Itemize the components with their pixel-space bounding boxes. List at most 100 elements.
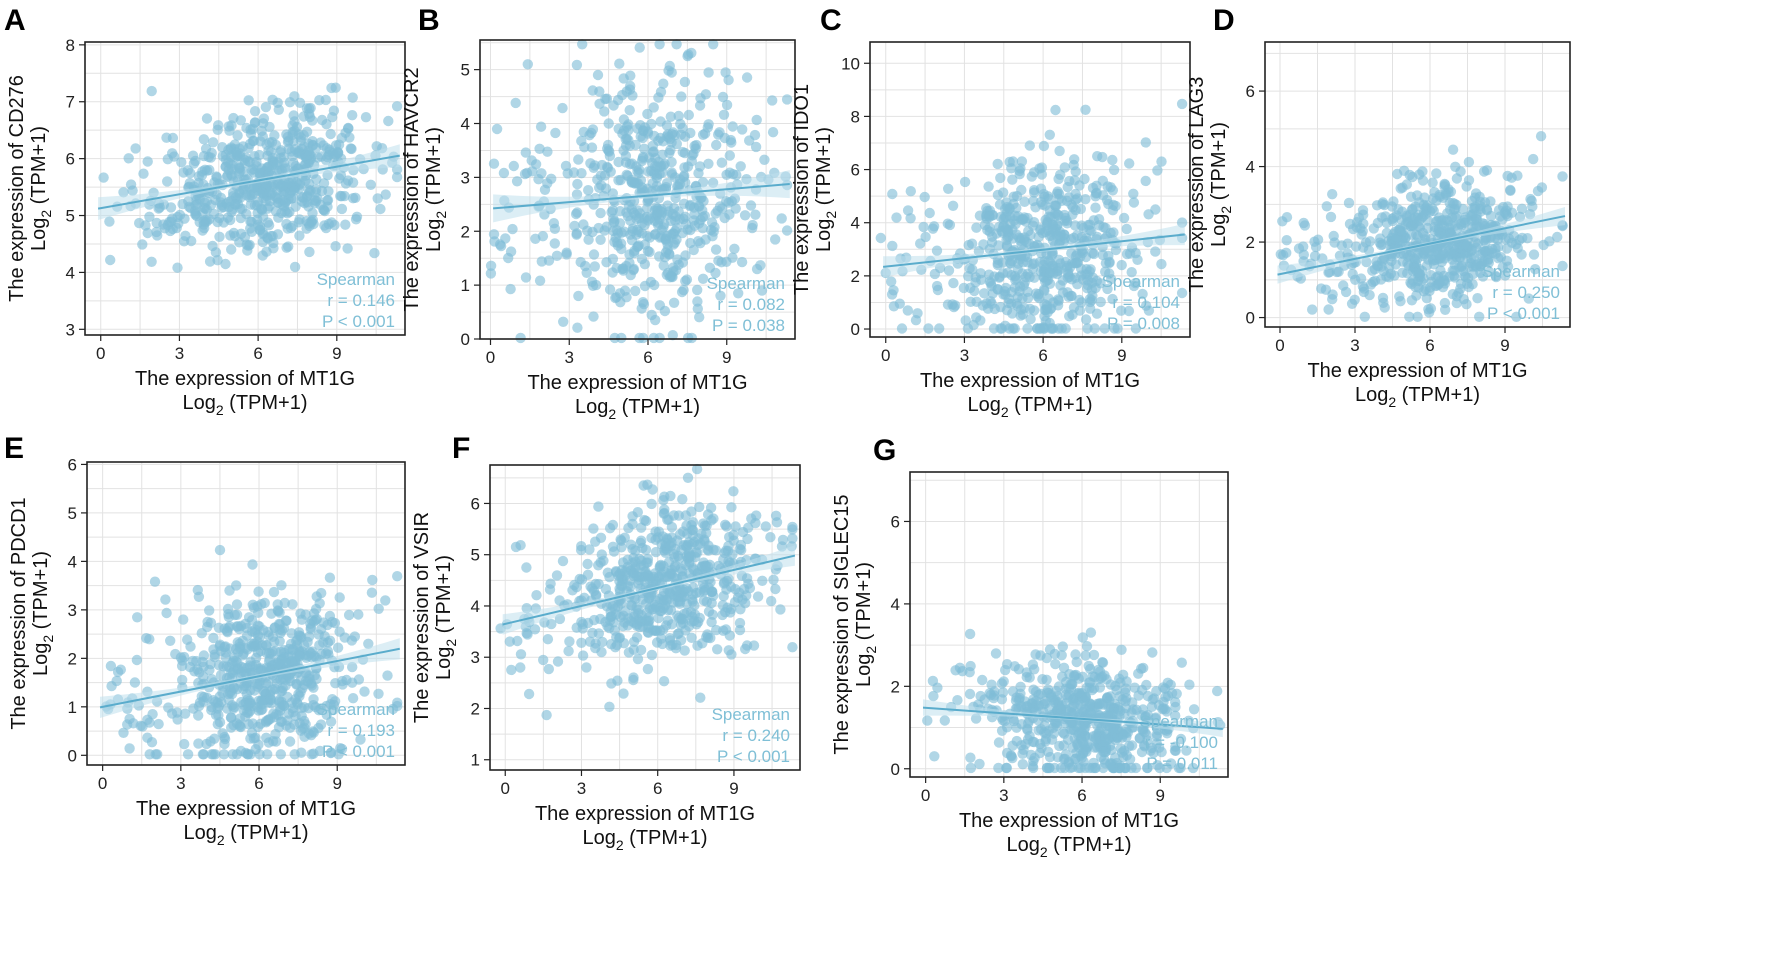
- data-point: [577, 650, 589, 661]
- y-tick-label: 2: [68, 649, 77, 668]
- data-point: [262, 749, 273, 760]
- data-point: [543, 663, 554, 675]
- data-point: [232, 130, 243, 141]
- data-point: [277, 682, 288, 694]
- x-tick-label: 9: [332, 774, 341, 793]
- data-point: [1070, 194, 1081, 206]
- data-point: [1116, 305, 1127, 316]
- data-point: [607, 519, 619, 531]
- data-point: [543, 255, 555, 266]
- data-point: [1009, 323, 1020, 334]
- data-point: [193, 738, 204, 749]
- data-point: [632, 224, 643, 236]
- data-point: [725, 607, 736, 618]
- data-point: [175, 652, 187, 663]
- data-point: [667, 330, 678, 341]
- x-axis-title: The expression of MT1G: [920, 370, 1140, 392]
- data-point: [1076, 752, 1087, 764]
- data-point: [322, 201, 333, 212]
- data-point: [776, 213, 787, 224]
- y-tick-label: 6: [1246, 82, 1255, 101]
- data-point: [1151, 728, 1163, 740]
- data-point: [686, 632, 697, 643]
- data-point: [488, 158, 500, 169]
- stat-p: P = 0.008: [1107, 314, 1180, 333]
- data-point: [1307, 304, 1318, 315]
- points: [495, 463, 798, 721]
- data-point: [1404, 311, 1415, 322]
- data-point: [1522, 233, 1533, 244]
- data-point: [205, 152, 216, 163]
- data-point: [723, 74, 734, 86]
- data-point: [1025, 749, 1037, 761]
- data-point: [294, 230, 305, 241]
- data-point: [1364, 289, 1375, 301]
- data-point: [1121, 726, 1132, 738]
- data-point: [617, 621, 629, 632]
- data-point: [1082, 323, 1093, 334]
- data-point: [515, 332, 526, 344]
- data-point: [1412, 249, 1424, 260]
- data-point: [1544, 236, 1555, 247]
- data-point: [247, 559, 258, 570]
- data-point: [521, 562, 532, 573]
- data-point: [162, 219, 173, 231]
- data-point: [1175, 733, 1187, 745]
- data-point: [268, 237, 279, 249]
- data-point: [996, 694, 1008, 705]
- data-point: [676, 91, 687, 102]
- data-point: [590, 590, 602, 602]
- data-point: [1420, 284, 1431, 295]
- data-point: [522, 59, 533, 70]
- data-point: [1080, 194, 1091, 205]
- data-point: [1095, 672, 1107, 684]
- plot-frame: [1264, 41, 1571, 328]
- data-point: [646, 498, 657, 510]
- data-point: [711, 624, 722, 636]
- data-point: [571, 59, 583, 71]
- data-point: [1140, 175, 1151, 187]
- y-tick-label: 2: [461, 222, 470, 241]
- data-point: [1044, 129, 1056, 140]
- data-point: [964, 667, 975, 678]
- plot-frame: [909, 471, 1229, 778]
- data-point: [1000, 664, 1011, 676]
- data-point: [217, 728, 228, 739]
- data-point: [599, 106, 610, 117]
- data-point: [229, 231, 241, 242]
- data-point: [391, 101, 403, 112]
- data-point: [1026, 171, 1038, 182]
- data-point: [231, 599, 243, 610]
- y-axis-unit: Log2 (TPM+1): [30, 551, 56, 676]
- data-point: [1016, 184, 1027, 196]
- data-point: [662, 244, 673, 255]
- data-point: [997, 257, 1008, 268]
- y-unit-sub: 2: [443, 639, 459, 647]
- data-point: [1100, 731, 1111, 743]
- x-unit-sub: 2: [616, 837, 624, 853]
- y-tick-label: 1: [461, 276, 470, 295]
- x-unit-log: Log: [575, 396, 608, 418]
- data-point: [1165, 758, 1177, 769]
- data-point: [1467, 244, 1478, 255]
- data-point: [996, 725, 1008, 736]
- data-point: [750, 209, 761, 220]
- data-point: [1438, 192, 1449, 203]
- data-point: [289, 185, 300, 196]
- data-point: [303, 728, 315, 739]
- points: [101, 544, 403, 760]
- data-point: [1343, 197, 1355, 209]
- data-point: [137, 721, 148, 732]
- data-point: [675, 129, 687, 140]
- data-point: [333, 139, 345, 150]
- data-point: [265, 195, 276, 207]
- data-point: [500, 233, 511, 244]
- data-point: [583, 234, 594, 245]
- data-point: [1076, 297, 1087, 308]
- data-point: [718, 591, 729, 602]
- points: [1275, 131, 1568, 322]
- data-point: [730, 521, 741, 532]
- data-point: [204, 605, 215, 616]
- data-point: [705, 502, 717, 513]
- data-point: [238, 683, 249, 695]
